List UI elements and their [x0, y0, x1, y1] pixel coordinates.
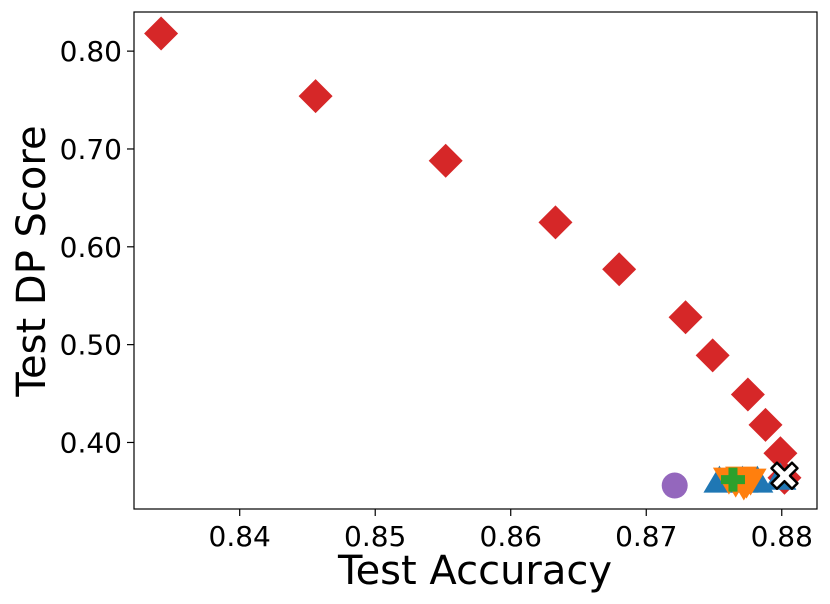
- diamond-marker: [763, 436, 798, 471]
- x-tick-label: 0.85: [344, 520, 406, 553]
- plot-frame: [133, 11, 818, 510]
- y-tick-label: 0.40: [60, 426, 122, 459]
- x-axis-label: Test Accuracy: [337, 548, 612, 594]
- diamond-marker: [602, 252, 637, 287]
- x-axis-ticks: 0.84 0.85 0.86 0.87 0.88: [209, 509, 813, 553]
- diamond-marker: [538, 205, 573, 240]
- x-tick-label: 0.84: [209, 520, 271, 553]
- x-tick-label: 0.87: [615, 520, 677, 553]
- diamond-marker: [748, 407, 783, 442]
- diamond-marker: [428, 143, 463, 178]
- x-filled-marker: [770, 461, 799, 490]
- x-tick-label: 0.86: [480, 520, 542, 553]
- y-axis-ticks: 0.40 0.50 0.60 0.70 0.80: [60, 35, 134, 459]
- plot-marks: [144, 16, 802, 501]
- y-tick-label: 0.60: [60, 231, 122, 264]
- diamond-marker: [730, 377, 765, 412]
- circle-marker: [661, 472, 688, 499]
- diamond-marker: [144, 16, 179, 51]
- diamond-marker: [298, 79, 333, 114]
- diamond-marker: [695, 338, 730, 373]
- diamond-marker: [668, 300, 703, 335]
- x-tick-label: 0.88: [751, 520, 813, 553]
- plus-marker: [720, 467, 745, 492]
- y-tick-label: 0.70: [60, 133, 122, 166]
- y-tick-label: 0.80: [60, 35, 122, 68]
- y-tick-label: 0.50: [60, 329, 122, 362]
- y-axis-label: Test DP Score: [9, 125, 55, 397]
